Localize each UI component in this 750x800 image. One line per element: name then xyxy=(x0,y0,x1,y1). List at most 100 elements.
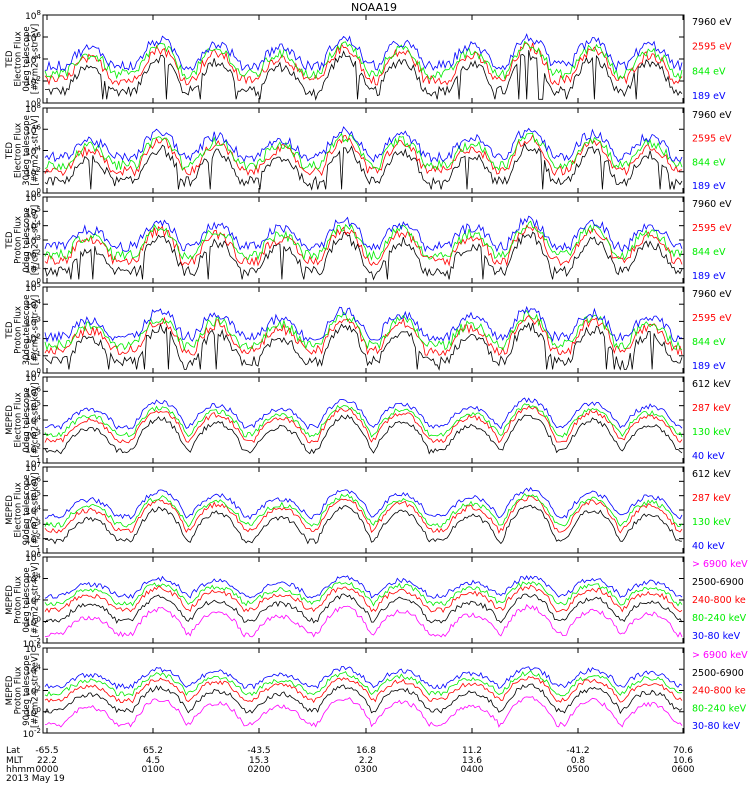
y-tick-exponent: 7 xyxy=(37,371,41,379)
footer-mlt-value: 10.6 xyxy=(673,756,693,766)
y-tick-exponent: 6 xyxy=(37,191,42,199)
y-tick-exponent: 3 xyxy=(37,518,41,526)
y-tick-exponent: 2 xyxy=(37,533,41,541)
y-tick-exponent: 2 xyxy=(37,685,41,693)
y-axis-label-line: 30deg telescope xyxy=(22,115,32,186)
y-axis-label-line: TED xyxy=(5,321,15,340)
y-axis-label-line: 0deg telescope xyxy=(22,387,32,452)
footer-hhmm-value: 0500 xyxy=(567,765,590,775)
y-tick-exponent: 4 xyxy=(37,414,42,422)
series-trace-green xyxy=(44,493,683,528)
y-axis-label-line: [#/cm2-s-str-eV] xyxy=(31,205,41,275)
y-tick-exponent: 3 xyxy=(37,315,41,323)
series-trace-red xyxy=(44,42,683,86)
y-tick-exponent: 5 xyxy=(37,281,41,289)
series-trace-red xyxy=(44,224,683,267)
y-axis-label-line: Electron Flux xyxy=(14,482,24,537)
series-trace-black xyxy=(44,683,683,715)
y-axis-label-line: TED xyxy=(5,231,15,250)
footer-lat-value: -43.5 xyxy=(247,746,270,756)
y-axis-label-line: Proton Flux xyxy=(14,576,24,624)
footer-mlt-value: 2.2 xyxy=(359,756,373,766)
legend-label: 7960 eV xyxy=(692,110,732,121)
y-tick-exponent: 8 xyxy=(37,102,41,110)
legend-label: 844 eV xyxy=(692,66,726,77)
y-axis-label-line: MEPED xyxy=(5,405,15,435)
footer-mlt-value: 0.8 xyxy=(571,756,586,766)
series-trace-green xyxy=(44,220,683,261)
legend-label: 612 keV xyxy=(692,469,731,480)
y-axis-label-line: 30deg telescope xyxy=(22,295,32,366)
y-tick-exponent: 1 xyxy=(37,547,41,555)
y-tick-exponent: 6 xyxy=(37,642,42,650)
y-tick-exponent: 4 xyxy=(37,220,42,228)
legend-label: 130 keV xyxy=(692,427,731,438)
series-trace-black xyxy=(44,504,683,545)
series-trace-blue xyxy=(44,215,683,253)
y-tick-exponent: 4 xyxy=(37,663,42,671)
y-tick-exponent: 1 xyxy=(37,263,41,271)
series-trace-green xyxy=(44,670,683,697)
series-trace-black xyxy=(44,50,683,101)
legend-label: 2595 eV xyxy=(692,223,732,234)
legend-label: 2595 eV xyxy=(692,134,732,145)
y-tick-exponent: 2 xyxy=(37,594,41,602)
series-trace-magenta xyxy=(44,696,683,728)
series-trace-blue xyxy=(44,126,683,163)
y-tick-exponent: 4 xyxy=(37,145,42,153)
legend-label: 844 eV xyxy=(692,247,726,258)
y-axis-label-line: [#/cm2-s-str-keV] xyxy=(31,383,41,458)
footer-row-label: 2013 May 19 xyxy=(6,774,65,784)
series-trace-blue xyxy=(44,397,683,430)
legend-label: 240-800 ke xyxy=(692,686,746,697)
y-axis-label-line: [#/cm2-s-str-keV] xyxy=(31,473,41,548)
y-tick-exponent: 5 xyxy=(37,490,41,498)
legend-label: 2595 eV xyxy=(692,313,732,324)
y-tick-exponent: 5 xyxy=(37,400,41,408)
y-axis-label-line: 90deg telescope xyxy=(22,475,32,546)
footer-hhmm-value: 0100 xyxy=(142,765,165,775)
footer-lat-value: 65.2 xyxy=(143,746,163,756)
series-trace-black xyxy=(44,414,683,455)
y-tick-exponent: 0 xyxy=(37,97,41,105)
y-axis-label-line: Electron Flux xyxy=(14,31,24,86)
y-tick-exponent: 2 xyxy=(37,248,41,256)
y-axis-label-line: MEPED xyxy=(5,675,15,705)
y-tick-exponent: 4 xyxy=(37,53,42,61)
y-tick-exponent: 2 xyxy=(37,333,41,341)
y-axis-label-line: Electron Flux xyxy=(14,392,24,447)
y-tick-exponent: 0 xyxy=(37,367,41,375)
y-axis-label-line: TED xyxy=(5,50,15,69)
legend-label: 7960 eV xyxy=(692,289,732,300)
legend-label: > 6900 keV xyxy=(692,650,748,661)
y-tick-exponent: 0 xyxy=(37,187,41,195)
y-axis-label-line: MEPED xyxy=(5,495,15,525)
y-axis-label-line: [#/cm2-s-str-keV] xyxy=(31,653,41,728)
y-tick-exponent: 1 xyxy=(37,350,41,358)
footer-row-label: hhmm xyxy=(6,765,35,775)
y-tick-exponent: 0 xyxy=(37,277,41,285)
y-tick-exponent: 6 xyxy=(37,385,42,393)
series-trace-red xyxy=(44,314,683,357)
y-tick-exponent: 6 xyxy=(37,31,42,39)
footer-mlt-value: 15.3 xyxy=(249,756,269,766)
y-axis-label-line: [#/cm2-s-str-eV] xyxy=(31,295,41,365)
legend-label: 240-800 ke xyxy=(692,595,746,606)
legend-label: 2500-6900 xyxy=(692,577,744,588)
y-axis-label-line: 0deg telescope xyxy=(22,26,32,91)
footer-lat-value: 16.8 xyxy=(356,746,376,756)
footer-mlt-value: 22.2 xyxy=(37,756,57,766)
footer-row-label: Lat xyxy=(6,746,21,756)
y-axis-label-line: 0deg telescope xyxy=(22,207,32,272)
y-tick-exponent: 7 xyxy=(37,461,41,469)
footer-hhmm-value: 0300 xyxy=(355,765,378,775)
